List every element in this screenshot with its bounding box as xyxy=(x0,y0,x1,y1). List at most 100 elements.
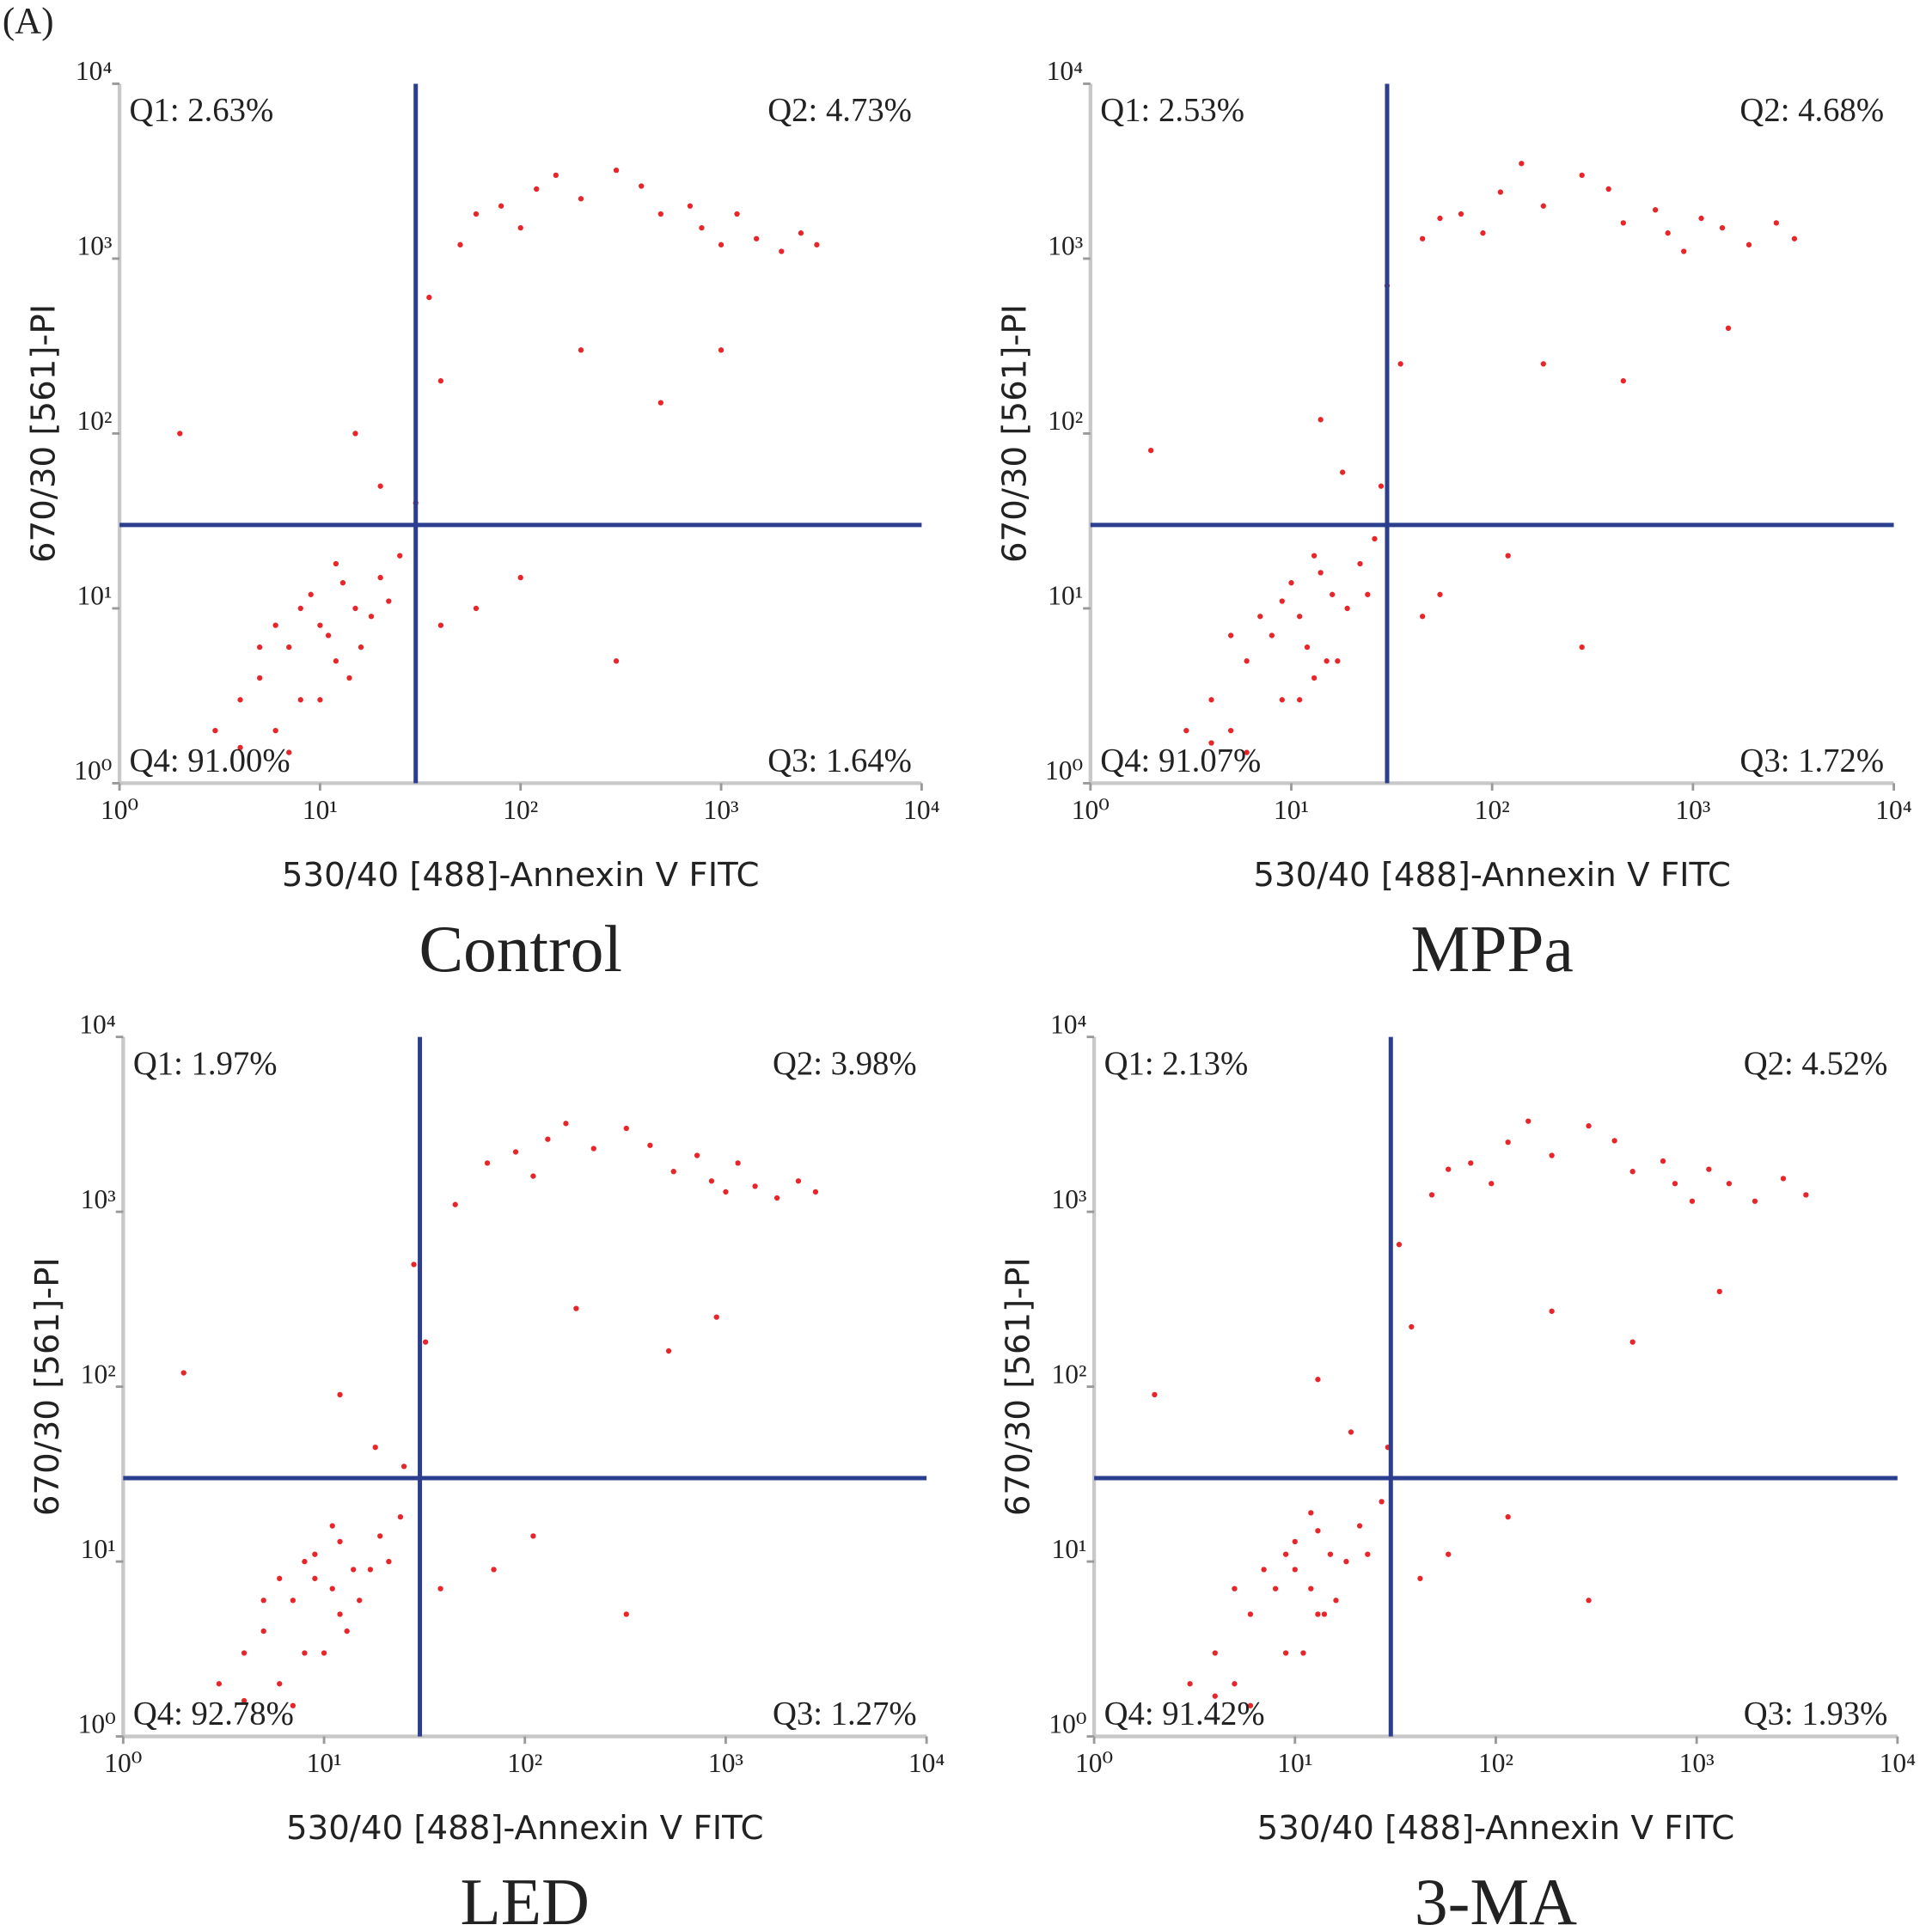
event-dot xyxy=(333,658,339,664)
event-dot xyxy=(422,1339,429,1345)
event-dot xyxy=(1232,1681,1238,1687)
event-dot xyxy=(437,622,444,628)
event-dot xyxy=(1311,553,1318,559)
quadrant-label: Q2: 4.68% xyxy=(1739,93,1884,129)
event-dot xyxy=(779,248,785,254)
event-dot xyxy=(237,744,243,751)
y-axis-label: 670/30 [561]-PI xyxy=(28,1257,67,1516)
event-dot xyxy=(1620,378,1626,384)
event-dot xyxy=(372,1445,378,1451)
event-dot xyxy=(752,1183,758,1189)
event-dot xyxy=(699,224,705,231)
event-dot xyxy=(1343,1558,1349,1565)
event-dot xyxy=(367,1567,374,1573)
event-dot xyxy=(1446,1166,1452,1172)
y-tick-label: 10² xyxy=(81,1359,116,1389)
event-dot xyxy=(578,347,584,353)
event-dot xyxy=(723,1189,729,1195)
event-dot xyxy=(545,1136,551,1142)
event-dot xyxy=(457,241,463,247)
event-dot xyxy=(1232,1586,1238,1592)
event-dot xyxy=(798,230,804,236)
quadrant-label: Q1: 2.13% xyxy=(1104,1046,1249,1082)
event-dot xyxy=(1725,325,1732,332)
event-dot xyxy=(437,378,444,384)
quadrant-label: Q3: 1.72% xyxy=(1739,742,1884,779)
event-dot xyxy=(1288,580,1294,586)
event-dot xyxy=(1324,658,1330,664)
event-dot xyxy=(400,1464,407,1470)
event-dot xyxy=(1315,1377,1321,1383)
event-dot xyxy=(1379,1499,1385,1505)
event-dot xyxy=(317,697,323,703)
panel-title: Control xyxy=(419,912,622,986)
x-tick-label: 10¹ xyxy=(307,1748,342,1778)
event-dot xyxy=(753,235,760,241)
quadrant-label: Q1: 2.63% xyxy=(130,93,274,129)
quadrant-label: Q3: 1.64% xyxy=(767,742,912,779)
event-dot xyxy=(1247,1702,1254,1708)
x-tick-label: 10³ xyxy=(1675,795,1710,825)
event-dot xyxy=(277,1681,283,1687)
event-dot xyxy=(177,431,183,437)
event-dot xyxy=(1665,230,1671,236)
event-dot xyxy=(590,1146,596,1152)
event-dot xyxy=(553,172,559,179)
event-dot xyxy=(1292,1538,1298,1545)
event-dot xyxy=(708,1178,715,1184)
event-dot xyxy=(1272,1586,1279,1592)
event-dot xyxy=(339,580,346,586)
event-dot xyxy=(530,1533,536,1539)
event-dot xyxy=(1586,1122,1592,1129)
event-dot xyxy=(1315,1528,1321,1534)
event-dot xyxy=(377,483,383,489)
x-axis-label: 530/40 [488]-Annexin V FITC xyxy=(286,1809,764,1848)
quadrant-label: Q2: 4.52% xyxy=(1744,1046,1888,1082)
event-dot xyxy=(302,1650,308,1656)
event-dot xyxy=(426,294,432,301)
event-dot xyxy=(1480,230,1486,236)
event-dot xyxy=(1540,203,1546,209)
x-tick-label: 10³ xyxy=(704,795,739,825)
event-dot xyxy=(578,196,584,202)
event-dot xyxy=(1365,1551,1371,1557)
event-dot xyxy=(1247,1611,1254,1617)
event-dot xyxy=(1746,241,1752,247)
event-dot xyxy=(530,1173,536,1179)
event-dot xyxy=(1261,1567,1267,1573)
event-dot xyxy=(333,560,339,567)
event-dot xyxy=(337,1391,343,1398)
event-dot xyxy=(346,675,352,681)
event-dot xyxy=(1344,605,1350,612)
event-dot xyxy=(517,224,523,231)
event-dot xyxy=(1187,1681,1193,1687)
event-dot xyxy=(1549,1308,1555,1314)
event-dot xyxy=(297,697,303,703)
event-dot xyxy=(312,1551,318,1557)
y-tick-label: 10⁴ xyxy=(1050,1009,1087,1039)
event-dot xyxy=(1540,361,1546,367)
event-dot xyxy=(1279,598,1285,604)
panel: 10⁰ 10¹ 10² 10³ 10⁴ 10⁰ 10¹ 10² 10³ 10⁴ Q1: 2.53% Q… xyxy=(995,56,1912,986)
event-dot xyxy=(1333,1598,1339,1604)
event-dot xyxy=(1318,570,1324,576)
y-axis-label: 670/30 [561]-PI xyxy=(1000,1257,1038,1516)
y-tick-label: 10¹ xyxy=(81,1534,116,1564)
event-dot xyxy=(272,728,278,734)
event-dot xyxy=(1397,361,1403,367)
event-dot xyxy=(277,1575,283,1581)
event-dot xyxy=(257,644,263,651)
event-dot xyxy=(670,1169,676,1175)
event-dot xyxy=(337,1538,343,1545)
x-axis-label: 530/40 [488]-Annexin V FITC xyxy=(282,856,760,895)
event-dot xyxy=(368,614,375,620)
quadrant-label: Q1: 2.53% xyxy=(1100,93,1244,129)
event-dot xyxy=(512,1149,519,1155)
event-dot xyxy=(411,1262,417,1268)
event-dot xyxy=(1586,1598,1592,1604)
event-dot xyxy=(1579,644,1585,651)
event-dot xyxy=(517,574,523,581)
event-dot xyxy=(1409,1323,1415,1330)
event-dot xyxy=(1348,1429,1354,1435)
